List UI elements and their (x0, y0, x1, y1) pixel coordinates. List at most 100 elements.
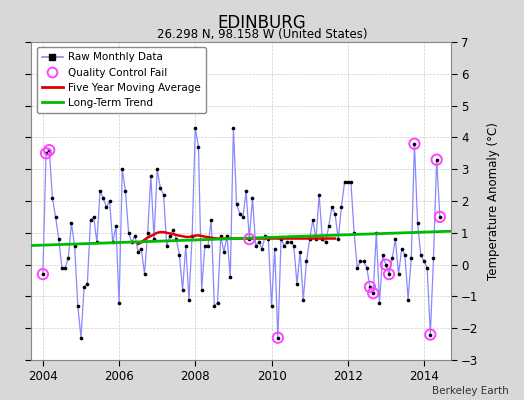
Point (150, 236, 158, 242)
Point (410, 140, 419, 147)
Point (417, 252, 425, 258)
Point (70, 242, 79, 249)
Point (162, 242, 171, 249)
Text: EDINBURG: EDINBURG (217, 14, 307, 32)
Point (144, 230, 152, 236)
Point (277, 236, 285, 242)
Point (185, 296, 193, 303)
Point (131, 233, 139, 239)
Point (391, 236, 400, 242)
Point (77, 334, 85, 341)
Point (293, 280, 301, 287)
Point (261, 233, 269, 239)
Point (283, 239, 292, 246)
Point (112, 223, 120, 230)
Point (290, 242, 298, 249)
Point (172, 236, 180, 242)
Point (369, 290, 377, 296)
Point (324, 223, 333, 230)
Point (226, 274, 234, 280)
Point (413, 220, 422, 226)
Point (287, 239, 295, 246)
Point (39, 271, 47, 277)
Point (328, 204, 336, 210)
Point (86, 217, 95, 223)
Point (312, 236, 320, 242)
Point (39, 271, 47, 277)
Point (274, 334, 282, 341)
Point (96, 188, 104, 195)
Point (356, 258, 365, 265)
Point (58, 264, 66, 271)
Point (159, 192, 168, 198)
Point (182, 242, 190, 249)
Point (45, 147, 53, 153)
Point (232, 201, 241, 207)
Point (274, 334, 282, 341)
Point (201, 242, 209, 249)
Point (435, 214, 444, 220)
Point (198, 287, 206, 293)
Point (64, 255, 72, 262)
Point (90, 214, 98, 220)
Point (42, 150, 50, 156)
Point (353, 264, 362, 271)
Point (229, 125, 237, 131)
Point (385, 271, 393, 277)
Point (378, 252, 387, 258)
Point (48, 195, 57, 201)
Point (299, 296, 308, 303)
Point (359, 258, 368, 265)
Point (223, 233, 231, 239)
Point (61, 264, 69, 271)
Point (315, 192, 323, 198)
Point (83, 280, 92, 287)
Point (423, 264, 431, 271)
Point (118, 166, 126, 172)
Point (410, 140, 419, 147)
Point (210, 303, 219, 309)
Point (239, 214, 247, 220)
Point (42, 150, 50, 156)
Point (432, 156, 441, 163)
Point (67, 220, 75, 226)
Point (51, 214, 60, 220)
Point (188, 233, 196, 239)
Point (270, 246, 279, 252)
Point (191, 125, 200, 131)
Text: Berkeley Earth: Berkeley Earth (432, 386, 508, 396)
Point (337, 204, 345, 210)
Point (407, 255, 416, 262)
Point (166, 233, 174, 239)
Point (267, 303, 276, 309)
Point (147, 172, 155, 179)
Point (435, 214, 444, 220)
Point (432, 156, 441, 163)
Point (347, 179, 355, 185)
Point (401, 252, 409, 258)
Point (105, 198, 114, 204)
Point (363, 264, 371, 271)
Point (127, 239, 136, 246)
Point (175, 252, 183, 258)
Point (236, 210, 244, 217)
Text: 26.298 N, 98.158 W (United States): 26.298 N, 98.158 W (United States) (157, 28, 367, 41)
Point (366, 284, 374, 290)
Point (426, 331, 434, 338)
Point (388, 255, 397, 262)
Point (426, 331, 434, 338)
Point (80, 284, 89, 290)
Point (99, 195, 107, 201)
Y-axis label: Temperature Anomaly (°C): Temperature Anomaly (°C) (487, 122, 500, 280)
Point (296, 249, 304, 255)
Point (334, 236, 342, 242)
Point (321, 239, 330, 246)
Point (252, 242, 260, 249)
Point (385, 271, 393, 277)
Point (137, 246, 146, 252)
Point (255, 239, 263, 246)
Point (258, 246, 266, 252)
Point (242, 188, 250, 195)
Point (366, 284, 374, 290)
Point (216, 233, 225, 239)
